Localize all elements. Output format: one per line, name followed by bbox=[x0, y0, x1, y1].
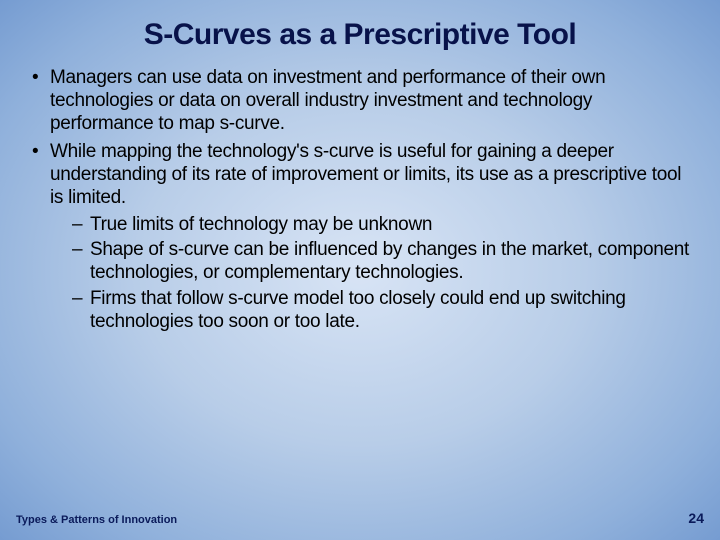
slide-container: S-Curves as a Prescriptive Tool Managers… bbox=[0, 0, 720, 540]
sub-item: Shape of s-curve can be influenced by ch… bbox=[50, 238, 690, 284]
sub-item: True limits of technology may be unknown bbox=[50, 213, 690, 236]
footer-text: Types & Patterns of Innovation bbox=[16, 514, 177, 526]
bullet-item: Managers can use data on investment and … bbox=[30, 66, 690, 136]
footer: Types & Patterns of Innovation 24 bbox=[16, 510, 704, 526]
sub-item: Firms that follow s-curve model too clos… bbox=[50, 287, 690, 333]
bullet-item: While mapping the technology's s-curve i… bbox=[30, 140, 690, 333]
sub-text: True limits of technology may be unknown bbox=[90, 214, 432, 235]
page-number: 24 bbox=[688, 510, 704, 526]
sub-text: Shape of s-curve can be influenced by ch… bbox=[90, 239, 689, 283]
sub-text: Firms that follow s-curve model too clos… bbox=[90, 288, 626, 332]
sub-list: True limits of technology may be unknown… bbox=[50, 213, 690, 333]
bullet-text: Managers can use data on investment and … bbox=[50, 67, 605, 134]
slide-title: S-Curves as a Prescriptive Tool bbox=[30, 18, 690, 52]
bullet-list: Managers can use data on investment and … bbox=[30, 66, 690, 333]
bullet-text: While mapping the technology's s-curve i… bbox=[50, 141, 681, 208]
